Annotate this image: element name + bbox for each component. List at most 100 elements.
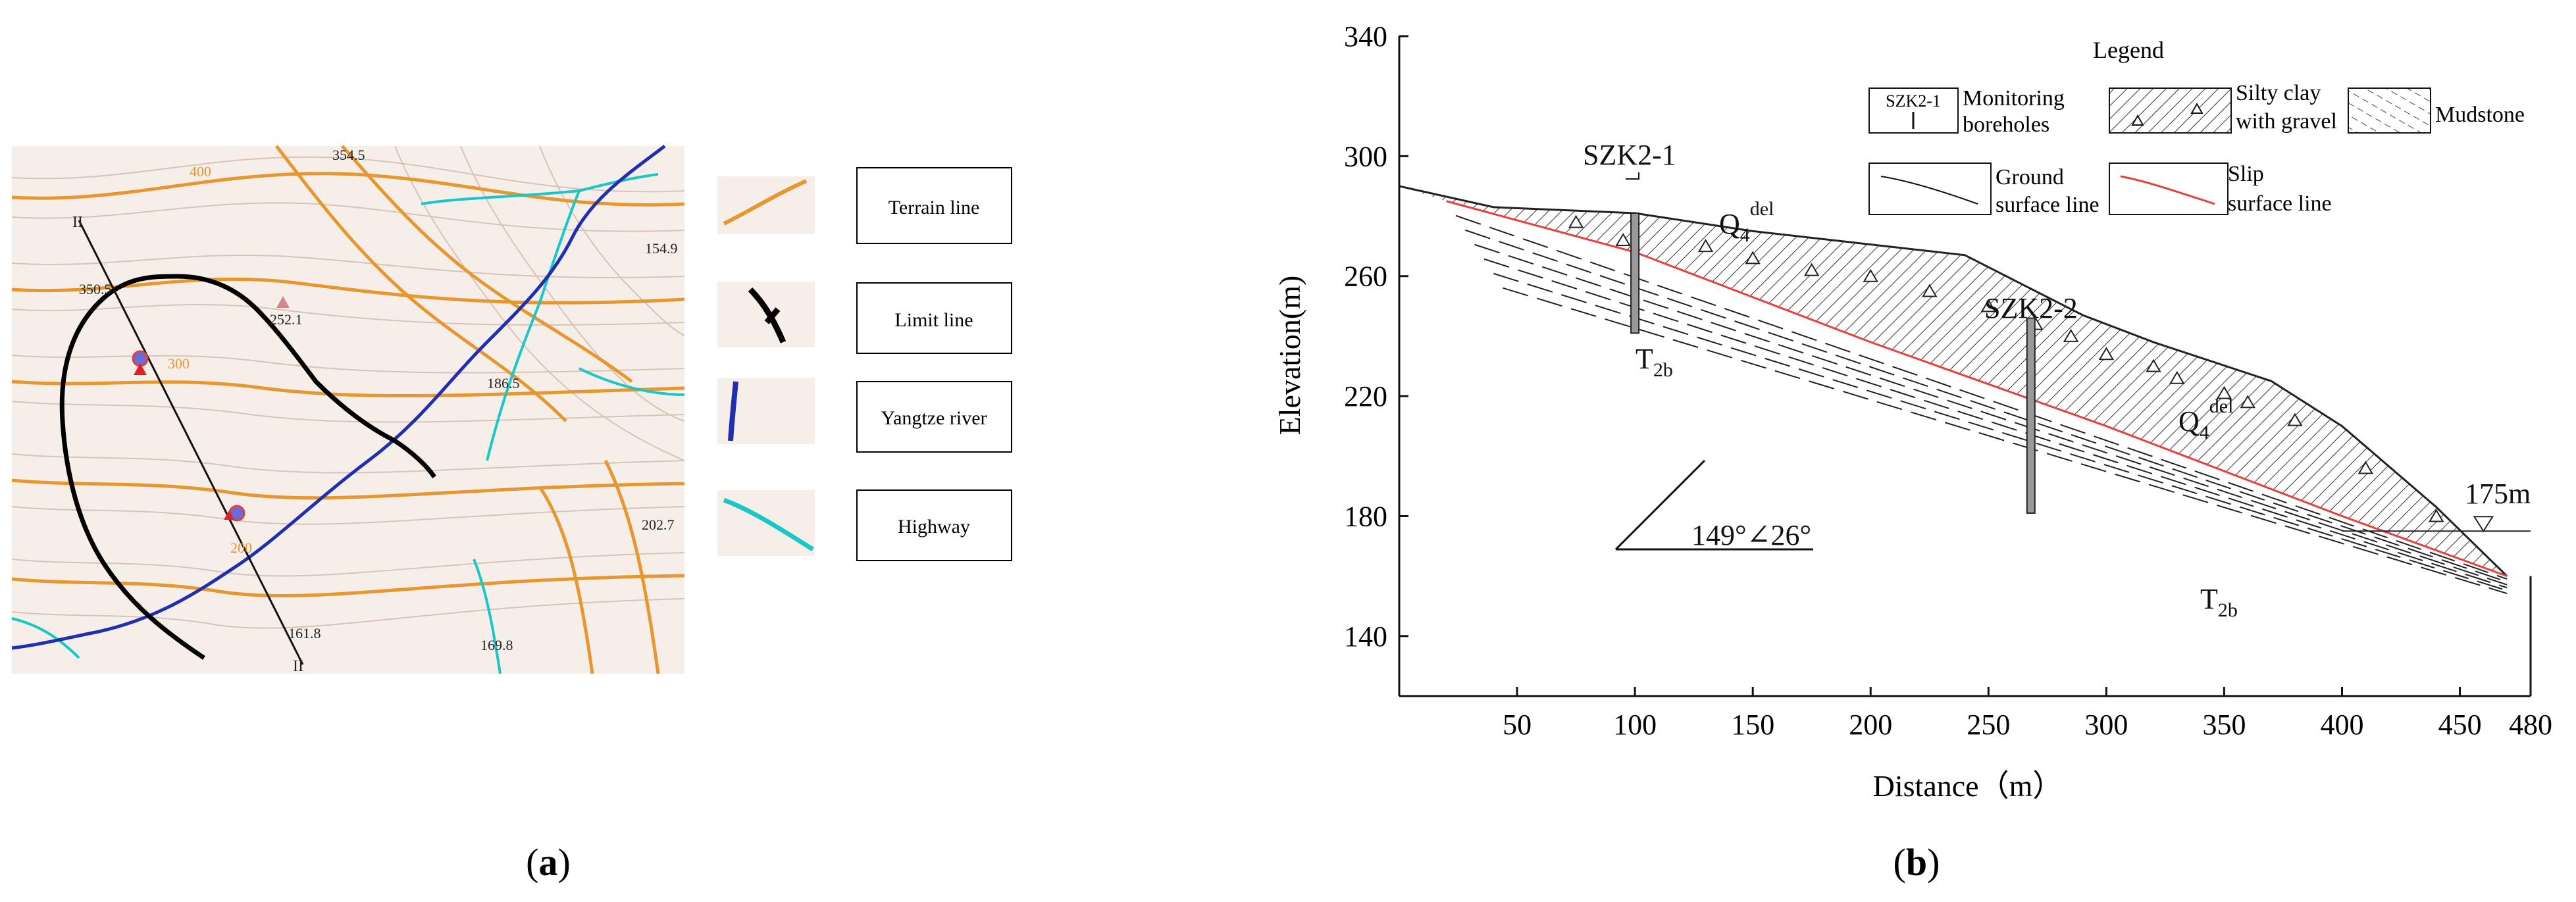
gravel-triangle [1697, 239, 1714, 253]
legend-monitoring-line1: Monitoring [1963, 86, 2065, 111]
q4-label-upper: Q4del [1719, 198, 1774, 246]
y-tick-label: 300 [1344, 140, 1387, 172]
legend-yangtze-label: Yangtze river [881, 407, 987, 429]
y-tick-label: 180 [1344, 500, 1387, 532]
slip-surface-line [1446, 200, 2508, 578]
highway-line-swatch [723, 497, 814, 551]
legend-yangtze-river: Yangtze river [717, 378, 1012, 453]
gravel-triangle [1922, 284, 1938, 297]
limit-boundary-line [59, 274, 436, 660]
gravel-triangle [1980, 299, 1997, 313]
x-tick-label: 50 [1503, 709, 1532, 741]
profile-line-ii [78, 220, 304, 665]
river-line-swatch [728, 381, 738, 441]
borehole-1 [1630, 212, 1640, 334]
dip-label: 149°∠26° [1691, 519, 1811, 551]
x-tick-label: 480 [2509, 709, 2552, 741]
legend-monitoring: SZK2-1 Monitoring boreholes [1868, 86, 2065, 137]
legend-ground-line2: surface line [1996, 193, 2099, 217]
legend-slip-surface: Slip surface line [2109, 162, 2332, 216]
thin-contour-lines [11, 145, 685, 629]
legend-limit-line: Limit line [717, 282, 1012, 354]
yangtze-river-line [11, 145, 666, 650]
gravel-triangle [1568, 214, 1584, 228]
elev-label-300: 300 [168, 355, 190, 372]
gravel-triangle [2357, 461, 2374, 474]
legend-monitoring-symbol: SZK2-1 [1886, 91, 1941, 111]
elev-label-200: 200 [230, 539, 252, 556]
legend-ground-surface: Ground surface line [1868, 163, 2099, 217]
profile-mark-bottom: II [293, 658, 303, 675]
terrain-contour-lines [11, 145, 685, 674]
x-tick-label: 200 [1849, 709, 1892, 741]
elev-label-169-8: 169.8 [480, 637, 513, 653]
bedding-line [1503, 287, 2508, 594]
bedding-line [1483, 258, 2508, 589]
panel-b-legend: Legend SZK2-1 Monitoring boreholes Silty… [1868, 37, 2525, 217]
gravel-triangle [1615, 233, 1631, 247]
limit-line-swatch [748, 287, 786, 343]
elev-label-202-7: 202.7 [642, 516, 675, 533]
elevation-labels: 354.5 400 350.5 252.1 300 186.5 154.9 20… [79, 147, 678, 653]
profile-mark-top: II [72, 214, 83, 231]
legend-monitoring-line2: boreholes [1963, 113, 2049, 137]
elev-label-186-5: 186.5 [487, 375, 520, 391]
panel-a-legend: Terrain line Limit line Yangtze river Hi… [717, 167, 1012, 561]
y-tick-label: 340 [1344, 20, 1387, 53]
x-axis-title: Distance（m） [1873, 769, 2063, 803]
legend-terrain-line: Terrain line [717, 167, 1012, 244]
x-tick-label: 300 [2084, 709, 2128, 741]
terrain-line-swatch [723, 179, 808, 226]
borehole-label-szk2-1: SZK2-1 [1583, 139, 1676, 171]
section-axes: 140 180 220 260 300 340 50 100 150 200 250 300 350 40… [1344, 20, 2552, 741]
t2b-label-lower: T2b [2200, 583, 2238, 621]
elev-label-161-8: 161.8 [288, 625, 321, 641]
elev-label-350-5: 350.5 [79, 281, 112, 297]
elev-label-154-9: 154.9 [645, 240, 678, 257]
gravel-triangle [2063, 328, 2079, 342]
borehole-label-szk2-2: SZK2-2 [1984, 292, 2078, 324]
gravel-triangle [2146, 359, 2161, 372]
borehole-2 [2026, 317, 2036, 514]
highway-lines [11, 173, 685, 674]
q4-label-lower: Q4del [2178, 395, 2233, 443]
section-layers [1399, 185, 2531, 594]
y-tick-label: 220 [1344, 380, 1387, 413]
legend-silty-line2: with gravel [2236, 109, 2337, 134]
t2b-label-upper: T2b [1636, 343, 1673, 381]
gravel-triangle [2098, 347, 2115, 361]
legend-slip-line2: surface line [2228, 191, 2332, 216]
bedding-line [1474, 243, 2508, 586]
gravel-triangle [2169, 370, 2185, 384]
x-tick-label: 150 [1731, 709, 1774, 741]
caption-b: (b) [1893, 841, 1940, 884]
gravel-triangle [2287, 413, 2303, 426]
legend-highway-label: Highway [898, 516, 970, 538]
gravel-triangle [2240, 395, 2255, 409]
legend-silty-clay: Silty clay with gravel [2109, 81, 2337, 134]
x-tick-label: 100 [1613, 709, 1657, 741]
panel-a-map: II II 354.5 400 350.5 252.1 300 186.5 15… [11, 145, 1012, 884]
legend-terrain-label: Terrain line [889, 197, 980, 218]
legend-limit-label: Limit line [894, 309, 973, 331]
legend-title: Legend [2093, 37, 2164, 63]
landslide-deposit-fill [1399, 186, 2508, 576]
legend-silty-line1: Silty clay [2236, 81, 2321, 105]
section-annotations: SZK2-1 SZK2-2 Q4del Q4del T2b T2b 149°∠2… [1583, 139, 2531, 621]
dip-symbol [1614, 459, 1813, 551]
legend-mudstone: Mudstone [2348, 88, 2525, 134]
water-level-label: 175m [2465, 478, 2531, 510]
y-axis-title: Elevation(m) [1273, 276, 1306, 436]
panel-b-cross-section: 140 180 220 260 300 340 50 100 150 200 250 300 350 40… [1273, 20, 2552, 884]
gravel-triangle [1803, 263, 1820, 276]
gravel-triangle [2216, 386, 2232, 399]
x-tick-label: 350 [2202, 709, 2246, 741]
x-tick-label: 250 [1967, 709, 2010, 741]
ground-surface-line [1399, 185, 2508, 577]
y-tick-label: 140 [1344, 620, 1387, 653]
gravel-triangle [1745, 251, 1761, 264]
caption-a: (a) [526, 841, 571, 884]
y-tick-label: 260 [1344, 261, 1387, 293]
szk2-1-leader [1626, 172, 1639, 180]
